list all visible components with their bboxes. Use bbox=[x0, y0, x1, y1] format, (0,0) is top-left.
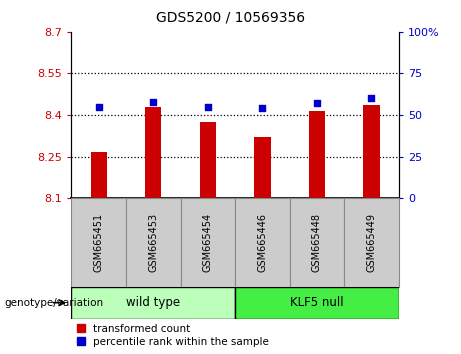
Bar bbox=[254, 137, 271, 198]
Bar bbox=[71, 287, 235, 319]
Point bbox=[368, 96, 375, 101]
Point bbox=[313, 101, 321, 106]
Point bbox=[149, 99, 157, 104]
Text: GSM665449: GSM665449 bbox=[366, 213, 377, 272]
Bar bbox=[363, 105, 380, 198]
Bar bbox=[344, 198, 399, 287]
Bar bbox=[181, 198, 235, 287]
Point bbox=[204, 104, 212, 110]
Text: genotype/variation: genotype/variation bbox=[5, 298, 104, 308]
Bar bbox=[235, 198, 290, 287]
Bar bbox=[145, 107, 161, 198]
Point bbox=[259, 105, 266, 111]
Point bbox=[95, 104, 102, 110]
Bar bbox=[235, 287, 399, 319]
Bar bbox=[71, 198, 126, 287]
Text: GSM665446: GSM665446 bbox=[257, 213, 267, 272]
Text: wild type: wild type bbox=[126, 296, 180, 309]
Text: GSM665448: GSM665448 bbox=[312, 213, 322, 272]
Text: KLF5 null: KLF5 null bbox=[290, 296, 344, 309]
Text: GSM665451: GSM665451 bbox=[94, 213, 104, 272]
Legend: transformed count, percentile rank within the sample: transformed count, percentile rank withi… bbox=[77, 324, 269, 347]
Text: GSM665453: GSM665453 bbox=[148, 213, 158, 272]
Bar bbox=[90, 153, 107, 198]
Text: GDS5200 / 10569356: GDS5200 / 10569356 bbox=[156, 11, 305, 25]
Bar bbox=[126, 198, 181, 287]
Bar bbox=[290, 198, 344, 287]
Bar bbox=[309, 111, 325, 198]
Bar bbox=[200, 122, 216, 198]
Text: GSM665454: GSM665454 bbox=[203, 213, 213, 272]
